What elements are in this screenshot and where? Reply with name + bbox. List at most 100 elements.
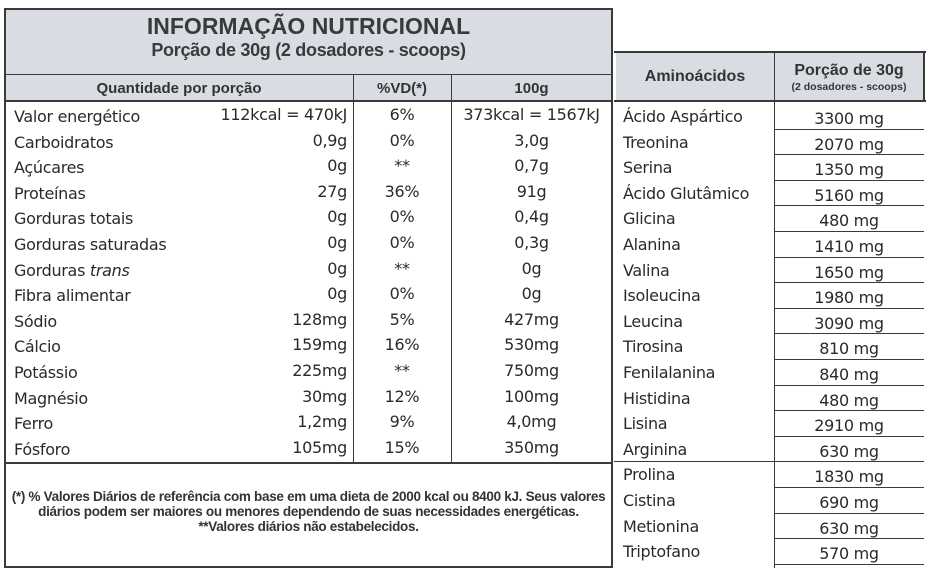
amino-value: 3090 mg	[814, 313, 884, 333]
nutrient-vd: 0%	[389, 130, 415, 150]
amino-row-rule	[774, 358, 924, 360]
amino-header-rule	[614, 100, 926, 102]
amino-name: Cistina	[623, 491, 676, 510]
amino-name: Triptofano	[623, 542, 701, 562]
nutrient-name: Potássio	[14, 363, 78, 382]
amino-row-rule	[774, 333, 924, 335]
amino-row: Serina 1350 mg	[614, 155, 926, 181]
nut-border-top	[5, 8, 613, 10]
amino-name: Serina	[623, 158, 673, 178]
header-vd: %VD(*)	[376, 80, 427, 97]
amino-row-rule	[774, 486, 924, 488]
amino-row: Lisina 2910 mg	[614, 411, 926, 437]
amino-header-background	[616, 52, 924, 102]
amino-value: 840 mg	[819, 365, 879, 384]
amino-value: 2910 mg	[814, 416, 884, 436]
nutrition-title: INFORMAÇÃO NUTRICIONAL	[146, 13, 471, 39]
nutrient-quantity: 30mg	[302, 386, 347, 406]
nutrition-subtitle: Porção de 30g (2 dosadores - scoops)	[151, 40, 466, 60]
amino-row-rule	[774, 384, 924, 386]
nutrient-name: Cálcio	[14, 337, 61, 357]
amino-row: Tirosina 810 mg	[614, 334, 926, 360]
amino-value: 1410 mg	[814, 237, 884, 256]
amino-row: Triptofano 570 mg	[614, 539, 926, 565]
amino-value: 1350 mg	[814, 160, 884, 180]
nutrition-row: Magnésio 30mg 12% 100mg	[5, 386, 612, 412]
amino-row: Valina 1650 mg	[614, 258, 926, 284]
amino-row: Metionina 630 mg	[614, 514, 926, 540]
nutrient-per100: 373kcal = 1567kJ	[463, 105, 600, 124]
amino-name: Glicina	[623, 209, 676, 229]
amino-name: Isoleucina	[623, 286, 701, 306]
amino-row: Treonina 2070 mg	[614, 130, 926, 156]
amino-header-portion: Porção de 30g	[794, 62, 904, 79]
amino-value: 570 mg	[819, 544, 879, 564]
amino-name: Alanina	[623, 235, 681, 254]
nutrient-per100: 4,0mg	[506, 412, 557, 432]
nutrient-name: Proteínas	[14, 183, 86, 203]
nutrient-quantity: 159mg	[292, 335, 347, 355]
nut-header-rule-2	[5, 100, 612, 102]
amino-row: Cistina 690 mg	[614, 488, 926, 514]
nutrition-table: INFORMAÇÃO NUTRICIONAL Porção de 30g (2 …	[4, 8, 613, 568]
amino-value: 630 mg	[819, 441, 879, 461]
nutrient-name: Fósforo	[14, 439, 71, 459]
amino-row: Histidina 480 mg	[614, 386, 926, 412]
nut-border-bottom	[4, 566, 613, 568]
amino-row-rule	[774, 461, 924, 463]
nutrient-quantity: 0g	[327, 233, 347, 252]
amino-value: 5160 mg	[814, 185, 884, 205]
nutrient-quantity: 225mg	[292, 361, 347, 380]
nutrient-per100: 0,7g	[514, 156, 549, 176]
header-quantity: Quantidade por porção	[96, 80, 262, 97]
nutrition-row: Fósforo 105mg 15% 350mg	[5, 437, 612, 463]
nutrient-vd: 36%	[384, 181, 420, 201]
nutrient-name: Sódio	[14, 311, 57, 331]
nutrient-quantity: 1,2mg	[297, 412, 347, 432]
nutrient-quantity: 27g	[317, 181, 347, 201]
amino-name: Arginina	[623, 439, 687, 459]
nutrient-per100: 0,4g	[514, 207, 549, 227]
amino-header-portion-block: Porção de 30g (2 dosadores - scoops)	[774, 62, 924, 93]
nutrient-name: Açúcares	[14, 158, 85, 178]
amino-border-right	[923, 51, 925, 102]
amino-row-rule	[774, 256, 924, 258]
amino-row-rule	[774, 307, 924, 309]
nutrient-quantity: 105mg	[292, 437, 347, 457]
nut-header-rule-1	[5, 74, 612, 75]
amino-name: Lisina	[623, 414, 668, 434]
nutrient-name: Fibra alimentar	[14, 286, 131, 306]
nutrient-per100: 0g	[521, 258, 542, 278]
footnote-line-3: **Valores diários não estabelecidos.	[198, 519, 419, 534]
nutrient-vd: 16%	[384, 335, 420, 355]
amino-row-rule	[774, 563, 924, 565]
amino-name: Leucina	[623, 311, 683, 331]
nutrition-row: Valor energético 112kcal = 470kJ 6% 373kcal…	[5, 104, 612, 130]
nutrient-per100: 530mg	[504, 335, 559, 355]
amino-name: Histidina	[623, 388, 691, 408]
amino-col-divider	[774, 51, 775, 568]
nut-col-divider-2	[451, 74, 452, 463]
nutrient-vd: 12%	[384, 386, 420, 406]
nutrition-row: Proteínas 27g 36% 91g	[5, 181, 612, 207]
nutrient-vd: 9%	[389, 412, 415, 432]
amino-row-rule	[774, 230, 924, 232]
amino-row-rule	[774, 410, 924, 412]
amino-name: Valina	[623, 260, 670, 280]
amino-table: Aminoácidos Porção de 30g (2 dosadores -…	[614, 0, 934, 574]
nutrient-vd: 15%	[384, 437, 420, 457]
amino-row-rule	[774, 282, 924, 284]
nutrient-name: Ferro	[14, 414, 53, 434]
amino-name: Treonina	[623, 132, 689, 152]
nutrition-row: Ferro 1,2mg 9% 4,0mg	[5, 411, 612, 437]
amino-row: Glicina 480 mg	[614, 206, 926, 232]
nutrient-per100: 427mg	[504, 309, 559, 329]
amino-name: Ácido Glutâmico	[623, 183, 750, 203]
nutrient-name: Magnésio	[14, 388, 88, 408]
nut-border-left	[4, 8, 6, 568]
amino-name: Fenilalanina	[623, 363, 716, 382]
nutrient-name: Carboidratos	[14, 132, 114, 152]
nutrient-name: Valor energético	[14, 107, 141, 126]
amino-value: 2070 mg	[814, 134, 884, 154]
footnote: (*) % Valores Diários de referência com …	[5, 489, 612, 534]
